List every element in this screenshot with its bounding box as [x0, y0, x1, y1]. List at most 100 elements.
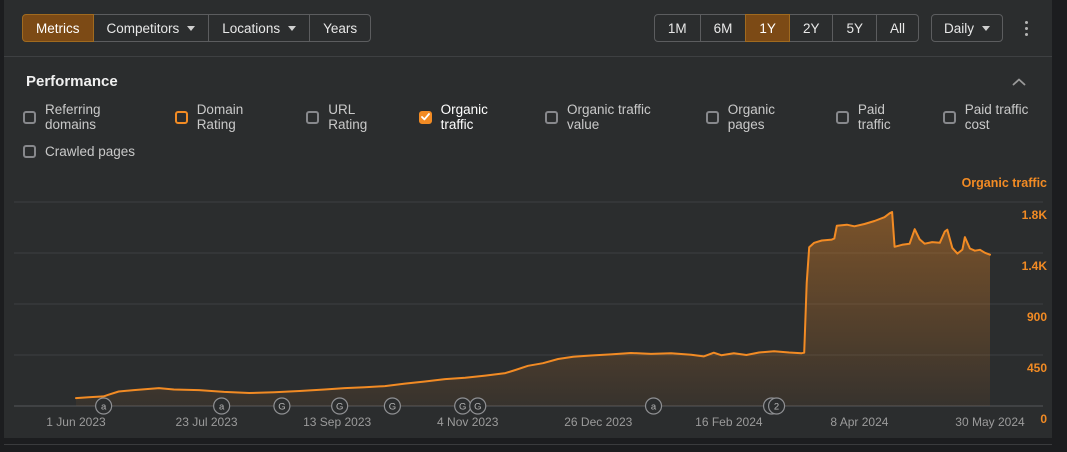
button-label: Years [323, 20, 358, 36]
axis-event-marker-2[interactable]: 2 [762, 397, 786, 415]
marker-letter: 2 [774, 402, 779, 413]
metric-checkbox-domain-rating[interactable]: Domain Rating [174, 102, 282, 132]
metric-checkbox-label: URL Rating [328, 102, 368, 132]
metric-checkbox-label: Paid traffic [857, 102, 891, 132]
metric-checkbox-label: Referring domains [45, 102, 101, 132]
marker-circle [767, 397, 786, 415]
metric-toggle-list: Referring domains Domain Rating URL Rating… [4, 94, 1052, 159]
granularity-dropdown[interactable]: Daily [930, 14, 1003, 42]
organic-traffic-chart: 1.8K 1.4K 900 450 0 Organic traffic 1 Jun 2023… [14, 172, 1048, 434]
metric-checkbox-label: Organic traffic [440, 102, 488, 132]
button-label: 2Y [802, 20, 820, 36]
range-buttons: 1M 6M 1Y 2Y 5Y All [653, 14, 919, 42]
checkbox-icon[interactable] [942, 110, 956, 124]
metric-checkbox-organic-traffic[interactable]: Organic traffic [418, 102, 520, 132]
tab-years[interactable]: Years [309, 14, 372, 42]
chart-area-fill [76, 212, 990, 406]
range-1m[interactable]: 1M [653, 14, 701, 42]
metric-checkbox-organic-pages[interactable]: Organic pages [705, 102, 811, 132]
chevron-up-icon [1012, 78, 1026, 85]
check-icon [420, 113, 430, 121]
granularity-label: Daily [943, 20, 974, 36]
checkbox-icon[interactable] [306, 110, 320, 124]
chart-line-organic-traffic [75, 211, 991, 400]
section-title: Performance [26, 73, 118, 90]
metric-checkbox-url-rating[interactable]: URL Rating [306, 102, 393, 132]
y-tick-label: 900 [1027, 310, 1047, 324]
collapse-section-button[interactable] [1008, 74, 1030, 90]
marker-letter: G [389, 402, 396, 413]
x-tick-label: 8 Apr 2024 [830, 415, 888, 429]
range-1y[interactable]: 1Y [745, 14, 790, 42]
marker-letter: G [459, 402, 466, 413]
metric-checkbox-organic-traffic-value[interactable]: Organic traffic value [544, 102, 681, 132]
more-options-icon[interactable] [1019, 17, 1034, 40]
range-all[interactable]: All [875, 14, 919, 42]
marker-letter: a [101, 402, 107, 413]
axis-event-marker-g[interactable]: G [383, 397, 401, 415]
axis-event-marker-g[interactable]: G [469, 397, 487, 415]
marker-circle [95, 397, 113, 415]
button-label: 5Y [846, 20, 863, 36]
metric-toggle-row-1: Referring domains Domain Rating URL Rating… [23, 102, 1052, 132]
marker-letter: G [336, 402, 343, 413]
range-6m[interactable]: 6M [699, 14, 747, 42]
tab-locations[interactable]: Locations [208, 14, 311, 42]
marker-circle [213, 397, 231, 415]
toolbar: Metrics Competitors Locations Years 1M 6M 1Y 2… [4, 0, 1052, 57]
metric-checkbox-label: Organic pages [727, 102, 776, 132]
axis-event-marker-a[interactable]: a [213, 397, 231, 415]
chevron-down-icon [187, 25, 196, 31]
metric-toggle-row-2: Crawled pages [23, 144, 1052, 159]
marker-circle [273, 397, 291, 415]
checkbox-icon[interactable] [174, 110, 188, 124]
x-tick-label: 30 May 2024 [955, 415, 1025, 429]
x-tick-label: 1 Jun 2023 [46, 415, 106, 429]
tab-metrics[interactable]: Metrics [22, 14, 94, 42]
marker-letter: G [474, 402, 481, 413]
metric-checkbox-label: Organic traffic value [566, 102, 651, 132]
y-tick-label: 0 [1040, 412, 1047, 426]
marker-letter: a [219, 402, 225, 413]
x-tick-label: 4 Nov 2023 [437, 415, 499, 429]
range-5y[interactable]: 5Y [832, 14, 877, 42]
chevron-down-icon [982, 25, 990, 31]
marker-letter: G [278, 402, 285, 413]
y-tick-label: 1.8K [1022, 208, 1048, 222]
metric-checkbox-label: Paid traffic cost [964, 102, 1029, 132]
checkbox-icon[interactable] [544, 110, 558, 124]
metric-checkbox-paid-traffic[interactable]: Paid traffic [835, 102, 918, 132]
marker-letter: a [651, 402, 657, 413]
button-label: All [889, 20, 905, 36]
axis-event-marker-a[interactable]: a [95, 397, 113, 415]
checkbox-icon[interactable] [705, 110, 719, 124]
checkbox-icon[interactable] [835, 110, 849, 124]
metric-checkbox-label: Crawled pages [45, 144, 136, 159]
divider [4, 444, 1052, 445]
metric-checkbox-crawled-pages[interactable]: Crawled pages [23, 144, 135, 159]
x-tick-label: 16 Feb 2024 [695, 415, 763, 429]
marker-circle [383, 397, 401, 415]
axis-event-marker-g[interactable]: G [331, 397, 349, 415]
metric-checkbox-paid-traffic-cost[interactable]: Paid traffic cost [942, 102, 1052, 132]
axis-event-marker-g[interactable]: G [273, 397, 291, 415]
chevron-down-icon [288, 25, 297, 31]
axis-event-marker-g[interactable]: G [454, 397, 472, 415]
checkbox-icon[interactable] [23, 110, 36, 124]
range-2y[interactable]: 2Y [788, 14, 834, 42]
axis-event-marker-a[interactable]: a [644, 397, 663, 415]
metric-checkbox-referring-domains[interactable]: Referring domains [23, 102, 150, 132]
button-label: 6M [713, 20, 733, 36]
button-label: Locations [222, 20, 281, 36]
y-tick-label: 1.4K [1022, 259, 1048, 273]
performance-header: Performance [4, 57, 1052, 94]
performance-panel: Metrics Competitors Locations Years 1M 6M 1Y 2… [4, 0, 1052, 438]
marker-circle [331, 397, 349, 415]
x-tick-label: 26 Dec 2023 [564, 415, 632, 429]
marker-circle [469, 397, 487, 415]
button-label: 1M [667, 20, 687, 36]
performance-chart-svg[interactable]: 1.8K 1.4K 900 450 0 Organic traffic 1 Jun 2023… [14, 172, 1048, 434]
checkbox-icon[interactable] [23, 145, 36, 158]
tab-competitors[interactable]: Competitors [92, 14, 210, 42]
checkbox-checked-icon[interactable] [418, 110, 432, 124]
